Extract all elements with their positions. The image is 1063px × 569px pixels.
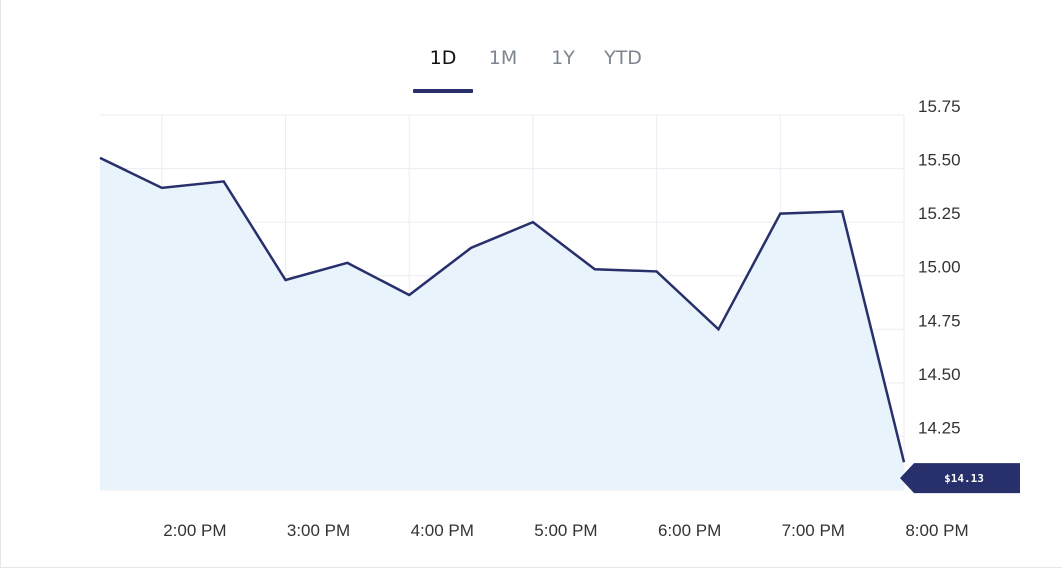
x-axis: 2:00 PM 3:00 PM 4:00 PM 5:00 PM 6:00 PM 7:00 … <box>163 521 968 540</box>
x-tick-label: 2:00 PM <box>163 521 226 540</box>
time-range-tabs: 1D 1M 1Y YTD <box>0 40 1063 100</box>
y-tick-label: 14.50 <box>918 365 961 384</box>
x-tick-label: 6:00 PM <box>658 521 721 540</box>
tab-1y[interactable]: 1Y <box>551 47 575 69</box>
tab-1d[interactable]: 1D <box>429 47 457 69</box>
y-tick-label: 15.00 <box>918 258 961 277</box>
x-tick-label: 7:00 PM <box>782 521 845 540</box>
active-tab-indicator <box>413 89 473 93</box>
y-tick-label: 14.25 <box>918 418 961 437</box>
x-tick-label: 8:00 PM <box>905 521 968 540</box>
price-badge <box>900 463 1020 494</box>
y-tick-label: 15.75 <box>918 97 961 116</box>
x-tick-label: 5:00 PM <box>534 521 597 540</box>
y-tick-label: 15.50 <box>918 151 961 170</box>
price-line <box>99 156 906 463</box>
tab-ytd[interactable]: YTD <box>604 47 642 69</box>
price-badge-group: $14.13 <box>900 463 1020 494</box>
price-badge-label: $14.13 <box>944 472 984 485</box>
y-tick-label: 15.25 <box>918 204 961 223</box>
x-tick-label: 4:00 PM <box>411 521 474 540</box>
chart-area-layer <box>99 156 906 490</box>
tab-1m[interactable]: 1M <box>488 47 518 69</box>
y-tick-label: 14.75 <box>918 311 961 330</box>
price-area-fill <box>100 157 904 490</box>
x-tick-label: 3:00 PM <box>287 521 350 540</box>
